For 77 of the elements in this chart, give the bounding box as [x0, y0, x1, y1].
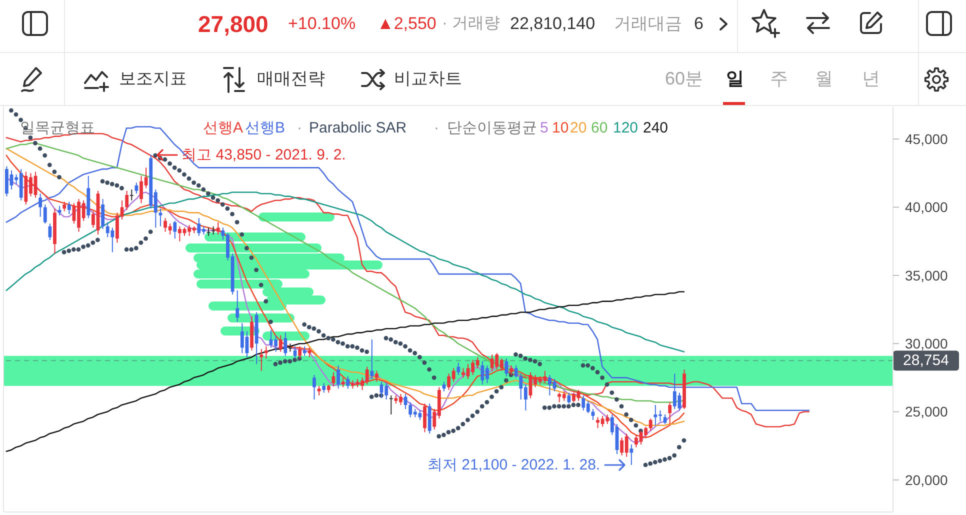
text: 비교차트: [394, 69, 462, 89]
line-series: [6, 291, 685, 452]
candlestick: [125, 190, 129, 210]
text: ▲2,550: [377, 14, 436, 34]
candlestick: [370, 339, 374, 380]
candlestick: [317, 385, 321, 396]
y-tick-label: 45,000: [905, 131, 948, 148]
text: 매매전략: [257, 69, 325, 89]
y-tick-label: 35,000: [905, 267, 948, 284]
candlestick: [510, 364, 513, 376]
text: 일: [726, 68, 744, 90]
candlestick: [375, 370, 378, 382]
text: 20: [570, 119, 587, 137]
candlestick: [216, 222, 220, 235]
text: 년: [862, 68, 880, 90]
candlestick: [302, 346, 306, 356]
candlestick: [101, 198, 105, 230]
candlestick: [456, 362, 460, 376]
candlestick: [423, 403, 426, 433]
text: 120: [613, 119, 638, 137]
candlestick: [630, 444, 634, 466]
y-tick-label: 20,000: [905, 472, 948, 488]
candlestick: [567, 392, 571, 404]
candlestick: [278, 334, 282, 352]
y-tick-label: 40,000: [905, 199, 948, 216]
annotation: 일목균형표: [20, 119, 95, 137]
text: · 거래량: [442, 14, 500, 34]
candlestick: [648, 418, 652, 432]
y-tick-label: 25,000: [905, 404, 948, 420]
candlestick: [389, 394, 393, 415]
text: 5: [540, 119, 548, 137]
annotation: ·: [297, 119, 302, 137]
candlestick: [158, 208, 162, 227]
candlestick: [341, 377, 345, 388]
text: 선행B: [245, 119, 286, 137]
text: 240: [643, 119, 668, 137]
text: 6: [694, 14, 704, 34]
text: 22,810,140: [510, 14, 596, 34]
candlestick: [130, 189, 134, 201]
text: 보조지표: [119, 69, 187, 89]
text: +10.10%: [288, 14, 356, 34]
line-series: [6, 192, 685, 352]
text: 선행A: [203, 119, 244, 137]
candlestick: [43, 204, 47, 224]
y-tick-label: 30,000: [905, 336, 948, 352]
text: 60: [591, 119, 608, 137]
candlestick: [173, 220, 177, 240]
text: 거래대금: [614, 14, 682, 34]
candlestick: [48, 223, 52, 240]
text: 월: [815, 68, 833, 90]
text: 27,800: [198, 10, 268, 38]
candlestick: [308, 347, 312, 358]
candlestick: [38, 193, 42, 218]
candlestick: [134, 182, 138, 194]
candlestick: [346, 376, 350, 390]
candlestick: [264, 346, 268, 360]
annotation: ·: [434, 119, 439, 137]
candlestick: [312, 374, 316, 400]
candlestick: [668, 402, 672, 425]
text: 주: [770, 68, 788, 90]
candlestick: [236, 290, 240, 322]
candlestick: [322, 382, 326, 394]
text: 60분: [665, 68, 704, 90]
text: Parabolic SAR: [309, 119, 407, 137]
candlestick: [67, 201, 71, 215]
annotation: 단순이동평균: [447, 119, 537, 137]
candlestick: [58, 205, 62, 216]
text: 10: [552, 119, 569, 137]
candlestick: [298, 346, 302, 360]
candlestick: [62, 201, 66, 212]
annotation: 최저 21,100 - 2022. 1. 28.: [427, 456, 600, 474]
candlestick: [288, 343, 292, 352]
candlestick: [260, 348, 264, 372]
candlestick: [336, 364, 340, 390]
ref-line-label: 28,754: [903, 352, 949, 370]
candlestick: [284, 332, 288, 356]
candlestick: [514, 364, 518, 378]
